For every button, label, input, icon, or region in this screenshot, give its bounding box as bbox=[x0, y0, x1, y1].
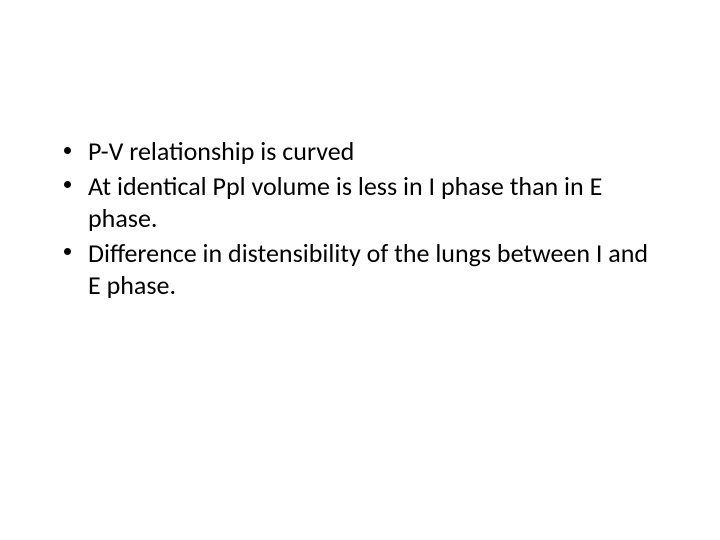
slide-body: P-V relationship is curved At identical … bbox=[0, 0, 720, 540]
bullet-text: Difference in distensibility of the lung… bbox=[88, 237, 648, 302]
bullet-icon bbox=[64, 248, 71, 255]
bullet-icon bbox=[64, 147, 71, 154]
list-item: Difference in distensibility of the lung… bbox=[60, 237, 660, 302]
bullet-icon bbox=[64, 181, 71, 188]
list-item: P-V relationship is curved bbox=[60, 135, 660, 168]
bullet-text: P-V relationship is curved bbox=[88, 135, 354, 167]
list-item: At identical Ppl volume is less in I pha… bbox=[60, 170, 660, 235]
bullet-text: At identical Ppl volume is less in I pha… bbox=[88, 170, 602, 235]
bullet-list: P-V relationship is curved At identical … bbox=[60, 135, 660, 302]
